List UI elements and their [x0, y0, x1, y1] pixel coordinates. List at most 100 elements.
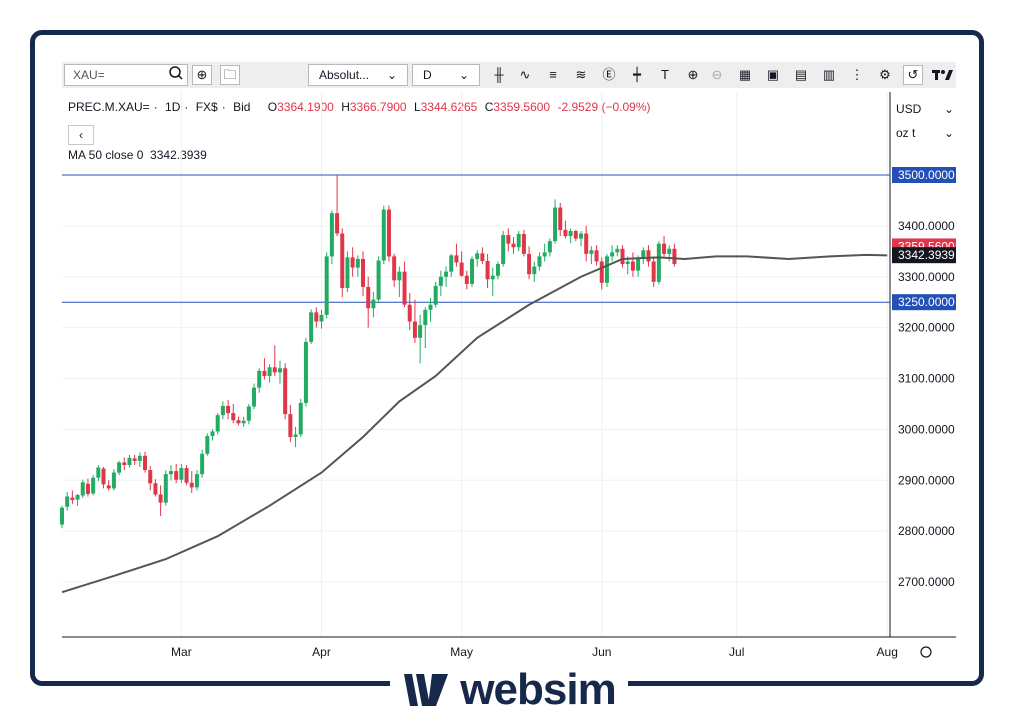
candle-body	[495, 264, 500, 276]
close-value: 3359.5600	[493, 100, 551, 114]
reset-icon[interactable]: ↺	[903, 65, 923, 85]
scale-mode-select[interactable]: Absolut... ⌄	[308, 64, 408, 86]
candle-body	[584, 233, 589, 254]
candle-body	[397, 271, 402, 281]
wave-icon[interactable]: ≋	[575, 67, 587, 82]
candle-body	[475, 253, 480, 259]
layers-icon[interactable]: ≡	[549, 67, 557, 82]
candle-body	[480, 253, 485, 261]
y-tick-label: 2800.0000	[898, 524, 955, 538]
scale-mode-value: Absolut...	[319, 68, 370, 82]
candle-body	[65, 496, 70, 507]
candle-body	[511, 243, 516, 248]
bar-chart-icon[interactable]: ▥	[822, 67, 836, 82]
candle-body	[366, 286, 371, 309]
x-tick-label: May	[450, 645, 473, 659]
candle-body	[132, 458, 137, 461]
candle-body	[542, 252, 547, 257]
candle-body	[324, 256, 329, 315]
candle-body	[220, 405, 225, 416]
candle-body	[329, 213, 334, 257]
low-value: 3344.6265	[420, 100, 478, 114]
candle-body	[423, 309, 428, 326]
candle-body	[200, 453, 205, 475]
candle-body	[340, 233, 345, 288]
candle-body	[163, 474, 168, 503]
indicators-icon[interactable]: ∿	[519, 67, 531, 82]
candle-body	[335, 213, 340, 234]
open-label: O	[267, 100, 278, 114]
candle-body	[122, 462, 127, 465]
candle-body	[444, 271, 449, 277]
legend-symbol: PREC.M.XAU=	[68, 100, 150, 114]
folder-icon[interactable]: 🗀	[220, 65, 240, 85]
search-icon[interactable]	[168, 65, 184, 81]
candle-body	[283, 368, 288, 415]
axis-settings-icon[interactable]	[920, 646, 932, 658]
ma-price-label: 3342.3939	[898, 248, 955, 262]
candle-body	[604, 256, 609, 283]
more-icon[interactable]: ⋮	[850, 67, 864, 82]
ma-price-label-bg	[892, 247, 956, 264]
zoom-in-icon[interactable]: ⊕	[687, 67, 699, 82]
candle-body	[226, 405, 231, 414]
tradingview-logo-icon	[932, 70, 953, 80]
interval-select[interactable]: D ⌄	[412, 64, 480, 86]
x-tick-label: Mar	[171, 645, 192, 659]
y-tick-label: 3300.0000	[898, 270, 955, 284]
candle-body	[667, 248, 672, 254]
currency-value: USD	[896, 102, 922, 116]
y-tick-label: 2900.0000	[898, 473, 955, 487]
candle-body	[127, 457, 132, 465]
settings-icon[interactable]: ⚙	[879, 67, 891, 82]
zoom-out-icon[interactable]: ⊖	[711, 67, 723, 82]
candle-body	[656, 243, 661, 282]
candle-body	[433, 285, 438, 305]
interval-value: D	[423, 68, 432, 82]
outer-frame	[30, 30, 984, 686]
candle-body	[563, 229, 568, 237]
brand-name: websim	[460, 665, 616, 714]
candle-body	[371, 299, 376, 309]
open-value: 3364.1900	[277, 100, 334, 114]
candle-body	[80, 482, 85, 496]
legend-currency: FX$	[195, 100, 218, 114]
chart-toolbar: XAU= ⊕ 🗀 Absolut... ⌄ D ⌄ ╫ ∿ ≡ ≋ Ⓔ ┿ T …	[62, 62, 956, 88]
x-tick-label: Apr	[312, 645, 331, 659]
text-tool-icon[interactable]: T	[661, 67, 669, 82]
layout-icon[interactable]: ▣	[766, 67, 780, 82]
collapse-legend-button[interactable]: ‹	[68, 125, 94, 145]
candle-body	[143, 455, 148, 471]
candle-body	[345, 257, 350, 288]
candle-body	[641, 250, 646, 259]
candle-body	[319, 314, 324, 322]
legend-interval: 1D	[165, 100, 181, 114]
candlestick-type-icon[interactable]: ╫	[494, 67, 504, 82]
ma-indicator-legend[interactable]: MA 50 close 0 3342.3939	[68, 148, 207, 162]
candle-body	[91, 477, 96, 494]
candle-body	[558, 207, 563, 230]
candle-body	[568, 230, 573, 237]
currency-select[interactable]: USD ⌄	[896, 102, 954, 116]
candle-body	[594, 250, 599, 262]
candle-body	[646, 250, 651, 262]
hline-price-label-bg	[892, 294, 956, 311]
symbol-search-input[interactable]: XAU=	[64, 64, 188, 86]
candle-body	[412, 321, 417, 338]
high-value: 3366.7900	[349, 100, 407, 114]
candle-body	[516, 234, 521, 248]
candle-body	[137, 455, 142, 461]
unit-select[interactable]: oz t ⌄	[896, 126, 954, 140]
candle-body	[485, 260, 490, 280]
y-tick-label: 3400.0000	[898, 219, 955, 233]
candle-body	[314, 312, 319, 322]
events-icon[interactable]: Ⓔ	[602, 67, 616, 82]
add-compare-icon[interactable]: ⊕	[192, 65, 212, 85]
table-icon[interactable]: ▦	[738, 67, 752, 82]
templates-icon[interactable]: ▤	[794, 67, 808, 82]
candle-body	[615, 248, 620, 253]
crosshair-icon[interactable]: ┿	[633, 67, 641, 82]
y-tick-label: 3100.0000	[898, 372, 955, 386]
candle-body	[506, 235, 511, 244]
